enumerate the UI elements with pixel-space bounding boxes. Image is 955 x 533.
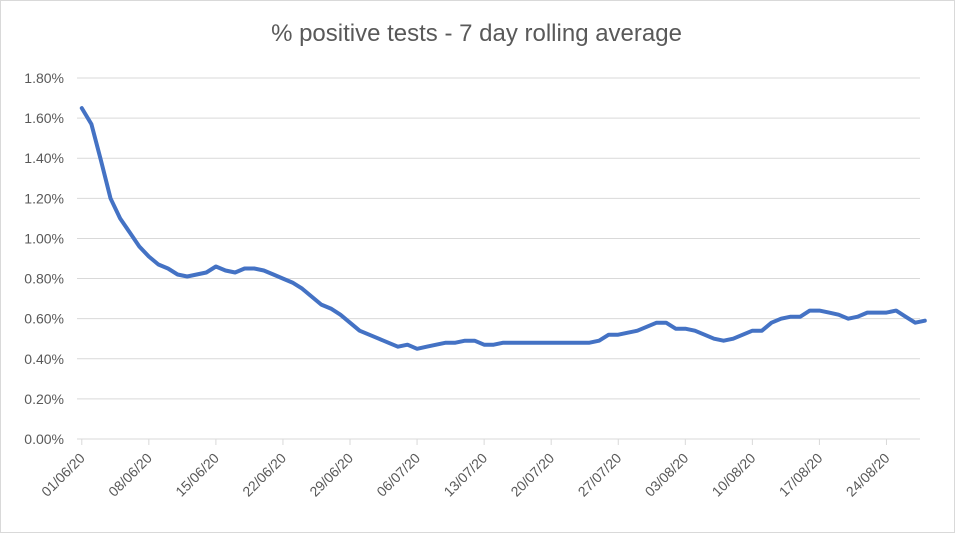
chart-title: % positive tests - 7 day rolling average [271, 20, 682, 47]
x-tick-label: 20/07/20 [507, 450, 557, 500]
series-line [79, 106, 927, 351]
x-tick-label: 15/06/20 [172, 450, 222, 500]
y-tick-label: 1.60% [24, 110, 64, 126]
x-axis-ticks: 01/06/20 08/06/20 15/06/20 22/06/20 29/06/20… [38, 439, 893, 500]
y-tick-label: 1.40% [24, 150, 64, 166]
x-tick-label: 27/07/20 [575, 450, 625, 500]
x-tick-label: 13/07/20 [440, 450, 490, 500]
gridlines [77, 77, 920, 400]
x-tick-label: 10/08/20 [709, 450, 759, 500]
y-tick-label: 0.00% [24, 431, 64, 447]
x-tick-label: 01/06/20 [38, 450, 88, 500]
y-tick-label: 0.60% [24, 311, 64, 327]
x-tick-label: 17/08/20 [776, 450, 826, 500]
y-axis-ticks: 0.00% 0.20% 0.40% 0.60% 0.80% 1.00% 1.20% 1.40%… [24, 70, 64, 447]
x-tick-label: 22/06/20 [239, 450, 289, 500]
y-tick-label: 0.80% [24, 271, 64, 287]
y-tick-label: 0.20% [24, 391, 64, 407]
x-tick-label: 03/08/20 [642, 450, 692, 500]
y-tick-label: 0.40% [24, 351, 64, 367]
y-tick-label: 1.20% [24, 190, 64, 206]
y-tick-label: 1.80% [24, 70, 64, 86]
x-tick-label: 24/08/20 [843, 450, 893, 500]
x-tick-label: 06/07/20 [373, 450, 423, 500]
series-layer [79, 106, 927, 351]
y-tick-label: 1.00% [24, 230, 64, 246]
x-tick-label: 29/06/20 [306, 450, 356, 500]
x-tick-label: 08/06/20 [105, 450, 155, 500]
